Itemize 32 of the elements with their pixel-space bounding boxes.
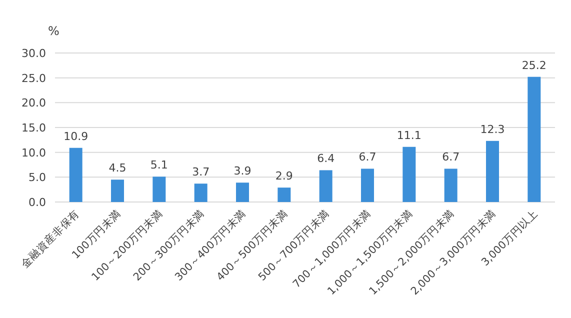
- y-tick-label: 15.0: [22, 122, 46, 134]
- bar: [69, 148, 82, 202]
- y-tick-label: 30.0: [22, 47, 46, 60]
- data-label: 6.7: [442, 150, 460, 164]
- bar: [278, 188, 291, 202]
- y-tick-label: 20.0: [22, 96, 46, 110]
- data-label: 25.2: [522, 58, 546, 72]
- bar: [528, 76, 541, 202]
- data-label: 12.3: [480, 122, 505, 136]
- bar: [319, 170, 332, 202]
- data-label: 6.4: [317, 152, 335, 166]
- bar: [194, 184, 208, 202]
- data-label: 5.1: [150, 158, 168, 172]
- data-label: 10.9: [64, 130, 88, 143]
- bar: [402, 146, 416, 202]
- data-label: 4.5: [108, 162, 126, 175]
- y-tick-label: 5.0: [28, 171, 46, 184]
- bar: [486, 140, 499, 202]
- data-label: 6.7: [358, 150, 376, 164]
- data-label: 3.9: [234, 164, 252, 178]
- data-label: 11.1: [396, 128, 422, 142]
- bar: [111, 180, 124, 202]
- y-axis-title: %: [48, 24, 60, 38]
- bar: [361, 168, 374, 202]
- y-tick-label: 10.0: [22, 146, 46, 160]
- bar: [152, 176, 166, 202]
- data-label: 3.7: [192, 166, 210, 179]
- y-tick-label: 25.0: [22, 72, 46, 85]
- data-label: 2.9: [275, 170, 293, 183]
- bar: [236, 182, 249, 202]
- bar: [444, 168, 458, 202]
- y-tick-label: 0.0: [28, 196, 46, 209]
